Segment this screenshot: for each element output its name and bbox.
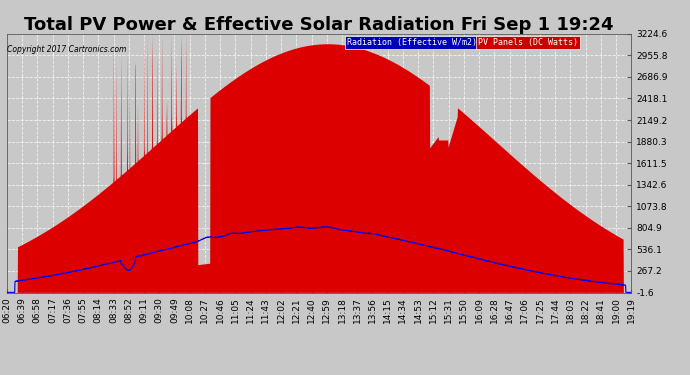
Text: PV Panels (DC Watts): PV Panels (DC Watts) [478,38,578,46]
Text: Radiation (Effective W/m2): Radiation (Effective W/m2) [347,38,477,46]
Text: Copyright 2017 Cartronics.com: Copyright 2017 Cartronics.com [7,45,126,54]
Title: Total PV Power & Effective Solar Radiation Fri Sep 1 19:24: Total PV Power & Effective Solar Radiati… [24,16,614,34]
